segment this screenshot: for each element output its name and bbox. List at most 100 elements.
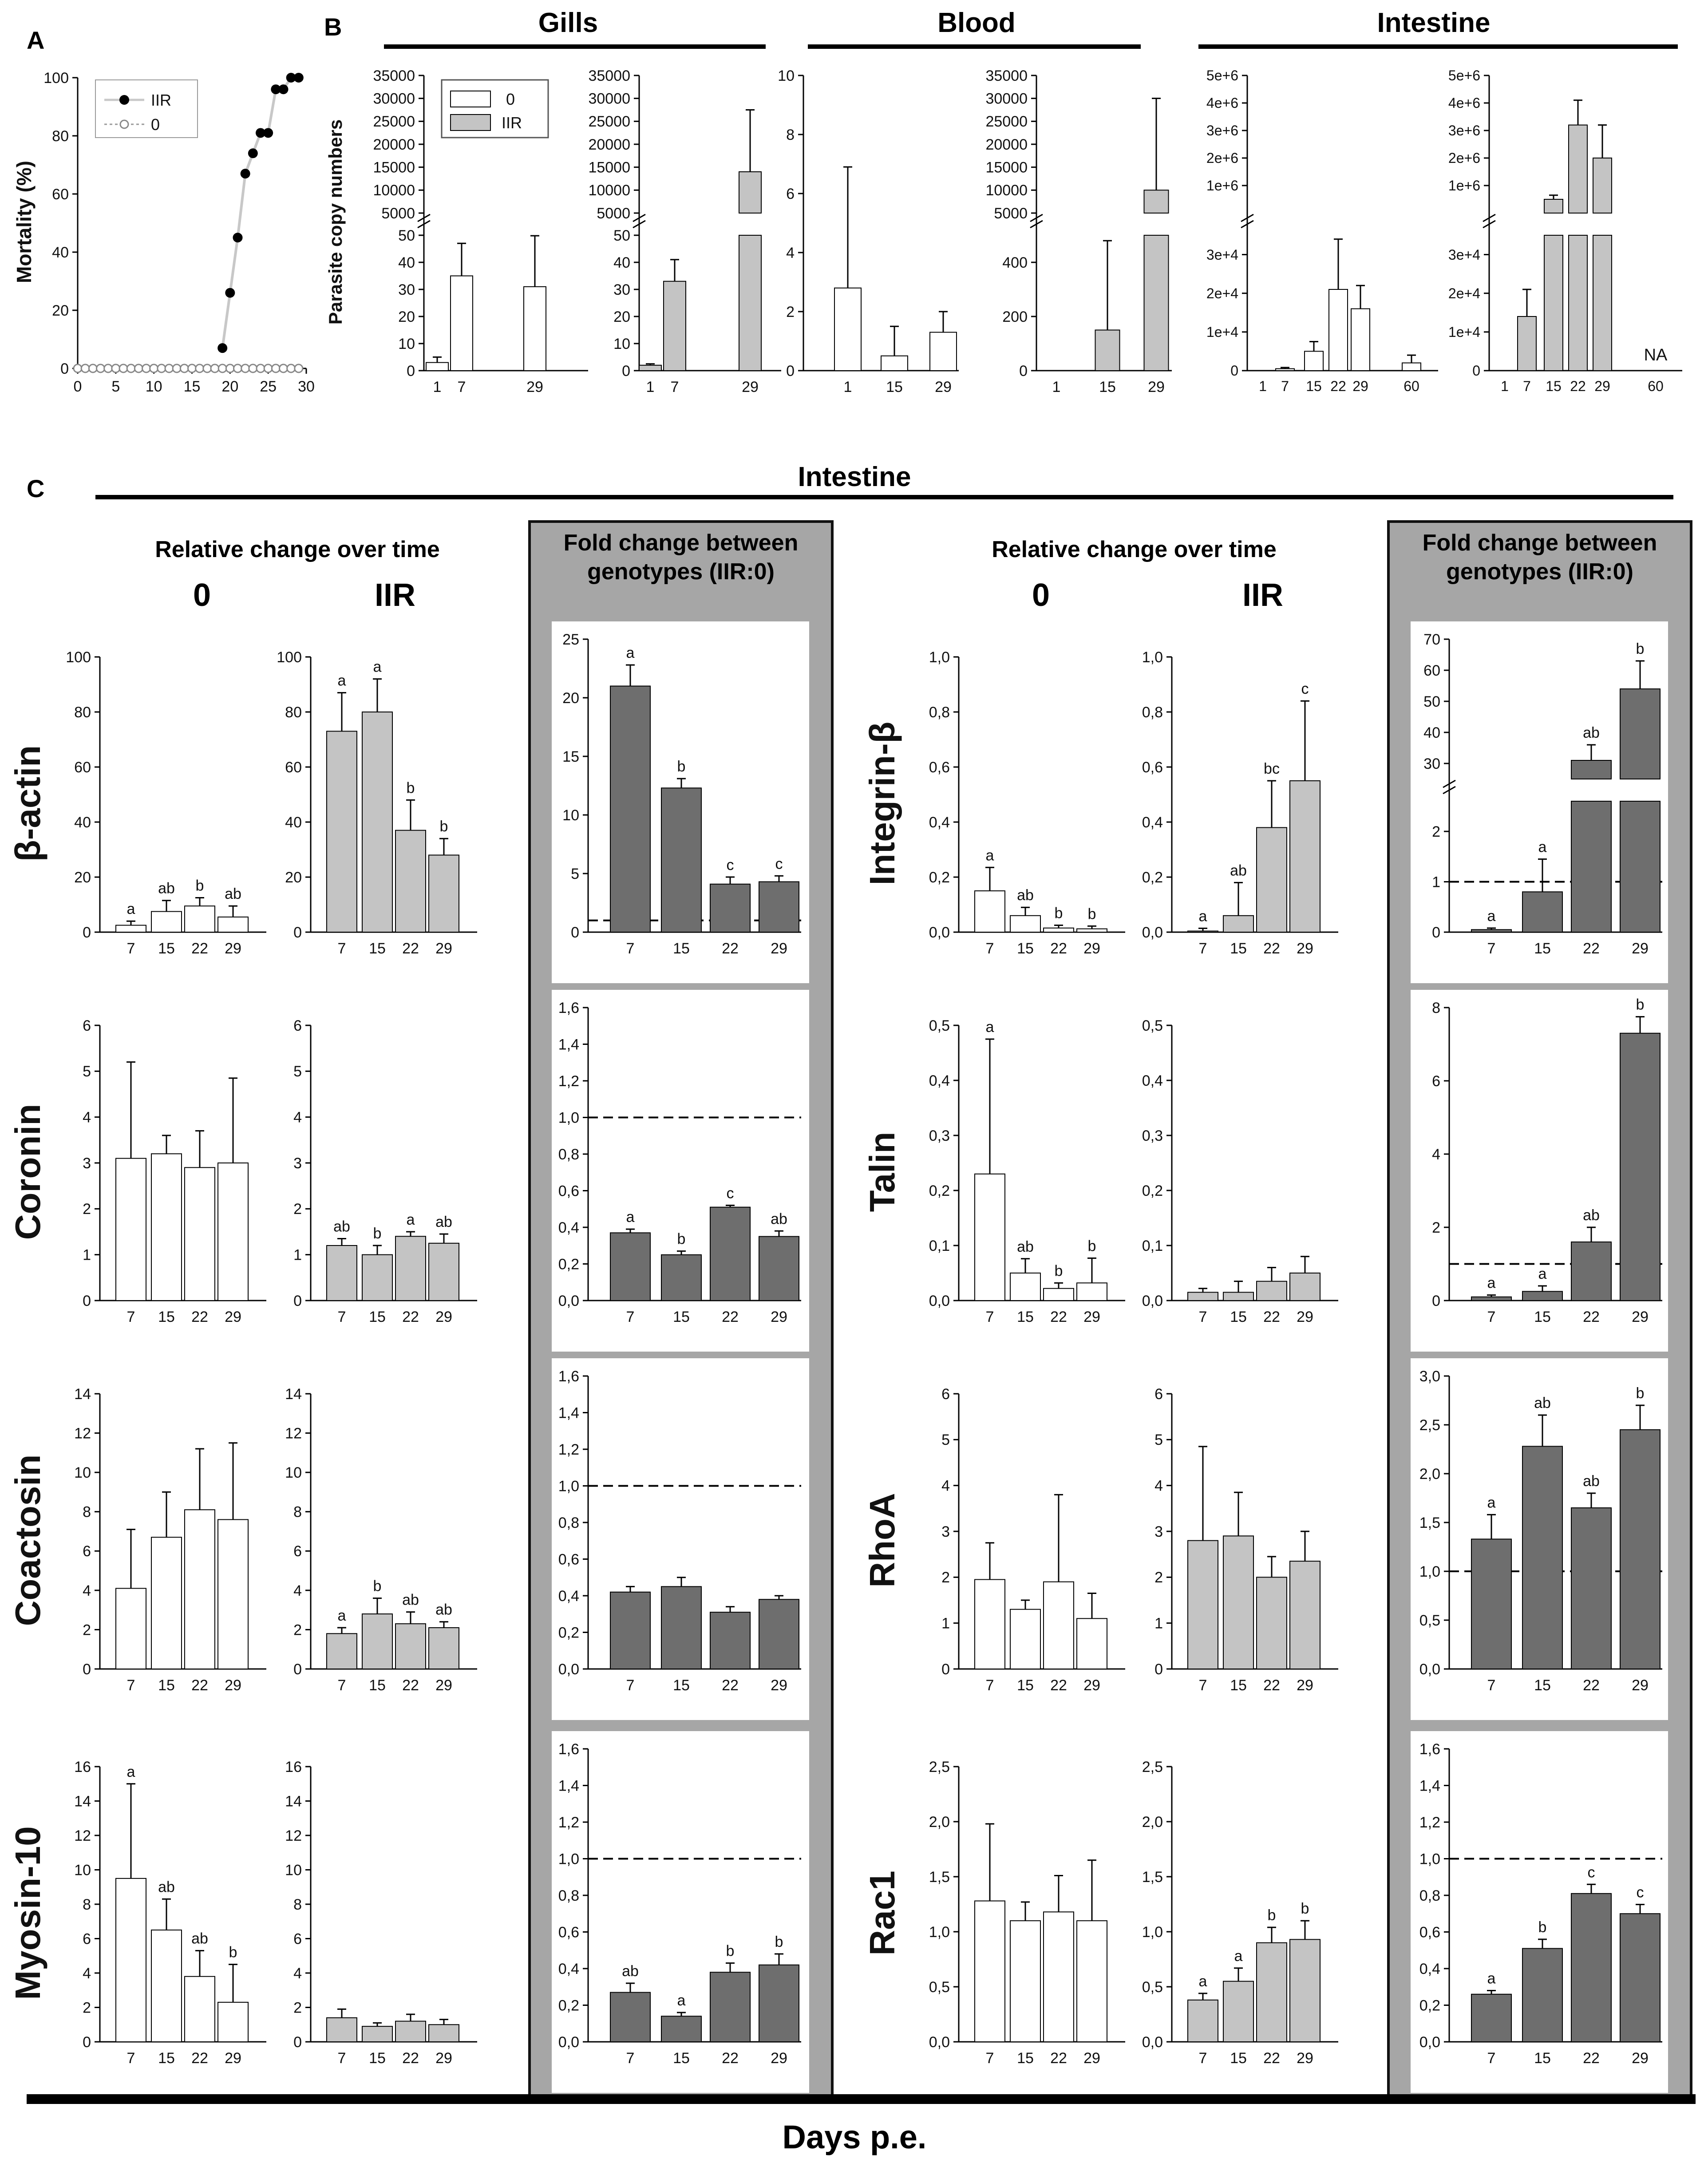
intestine-0-bar-15 (1304, 351, 1324, 372)
intestine-iir-xtick-label-1: 1 (1501, 378, 1509, 394)
rac1-fold-letter-7: a (1487, 1970, 1496, 1987)
gills-0-ytick-label: 40 (398, 254, 415, 271)
integrin_beta-rel0-letter-7: a (986, 847, 994, 864)
myosin10-reliir-xtick-label-29: 29 (435, 2050, 452, 2067)
beta_actin-fold-xtick-label-7: 7 (626, 940, 635, 957)
mortality-point-iir (217, 343, 228, 353)
mortality-point-0 (157, 364, 166, 373)
gene-label-rhoa: RhoA (862, 1493, 902, 1587)
gills-0-bar-1 (426, 362, 449, 372)
intestine-iir-ytick-label: 1e+6 (1448, 178, 1480, 194)
rhoa-reliir-ytick-label: 5 (1154, 1431, 1163, 1448)
beta_actin-rel0-xtick-label-22: 22 (191, 940, 208, 957)
coactosin-rel0-xtick-label-15: 15 (158, 1677, 175, 1694)
beta_actin-rel0-ytick-label: 100 (66, 649, 91, 666)
coronin-fold-ytick-label: 0,6 (558, 1182, 579, 1199)
coronin-reliir-xtick-label-7: 7 (338, 1309, 346, 1325)
integrin_beta-fold-letter-29: b (1636, 641, 1645, 657)
beta_actin-rel0-letter-22: b (196, 878, 204, 894)
myosin10-rel0-letter-7: a (127, 1764, 135, 1780)
rhoa-fold-xtick-label-15: 15 (1534, 1677, 1551, 1694)
myosin10-reliir-ytick-label: 2 (293, 1999, 302, 2016)
integrin_beta-fold-ytick-label: 2 (1432, 823, 1440, 840)
myosin10-fold-letter-7: ab (622, 1963, 639, 1980)
talin-fold-xtick-label-7: 7 (1487, 1309, 1496, 1325)
panel-label-c: C (27, 475, 44, 502)
blood-iir-ytick-label: 5000 (994, 205, 1028, 222)
coronin-rel0-ytick-label: 3 (83, 1155, 91, 1172)
gills-0-bar-29 (523, 286, 546, 372)
myosin10-fold-bar-7 (610, 1992, 651, 2042)
rhoa-reliir-xtick-label-29: 29 (1297, 1677, 1313, 1694)
coronin-rel0-bar-22 (184, 1167, 215, 1301)
beta_actin-reliir-bar-7 (326, 731, 357, 933)
header-relative-left: Relative change over time (155, 537, 440, 562)
intestine-0-ytick-label: 3e+4 (1206, 247, 1238, 263)
rhoa-fold-bar-15 (1522, 1446, 1563, 1669)
gills-iir-break-mark-1 (633, 220, 646, 229)
coactosin-fold-ytick-label: 1,4 (558, 1404, 579, 1421)
mortality-xtick-label: 0 (74, 378, 82, 395)
coronin-fold-ytick-label: 1,4 (558, 1036, 579, 1053)
myosin10-fold-letter-22: b (726, 1943, 735, 1960)
gene-label-talin: Talin (862, 1132, 902, 1212)
beta_actin-rel0-ytick-label: 80 (74, 704, 91, 721)
gills-0-ytick-label: 0 (407, 363, 415, 380)
talin-reliir-bar-15 (1223, 1292, 1254, 1301)
coronin-fold-ytick-label: 1,2 (558, 1073, 579, 1090)
gills-iir-ytick-label: 35000 (588, 67, 630, 84)
coactosin-rel0-bar-22 (184, 1509, 215, 1669)
blood-iir-bar-29 (1143, 190, 1169, 214)
rac1-fold-letter-15: b (1538, 1919, 1547, 1936)
myosin10-fold-bar-22 (710, 1972, 751, 2042)
gills-0-ytick-label: 10000 (373, 182, 415, 199)
intestine-iir-bar-low-segment (1544, 235, 1563, 371)
integrin_beta-rel0-ytick-label: 0,4 (929, 814, 950, 831)
rac1-reliir-xtick-label-15: 15 (1230, 2050, 1247, 2067)
gills-iir-bar-7 (663, 281, 686, 372)
mortality-point-0 (263, 364, 273, 373)
rac1-fold-ytick-label: 1,2 (1419, 1814, 1440, 1831)
talin-reliir-ytick-label: 0,4 (1142, 1072, 1163, 1089)
integrin_beta-reliir-xtick-label-7: 7 (1199, 940, 1207, 957)
gills-0-ytick-label: 5000 (381, 205, 415, 222)
myosin10-fold-xtick-label-7: 7 (626, 2050, 635, 2067)
integrin_beta-fold-xtick-label-7: 7 (1487, 940, 1496, 957)
coronin-rel0-ytick-label: 2 (83, 1201, 91, 1218)
rac1-fold-letter-29: c (1637, 1884, 1644, 1901)
intestine-iir-xtick-label-22: 22 (1570, 378, 1586, 394)
rac1-reliir-xtick-label-22: 22 (1263, 2050, 1280, 2067)
beta_actin-reliir-letter-7: a (338, 672, 346, 689)
gills-iir-xtick-label-29: 29 (742, 379, 759, 395)
mortality-point-0 (126, 364, 136, 373)
integrin_beta-rel0-letter-15: ab (1017, 887, 1034, 904)
beta_actin-reliir-ytick-label: 0 (293, 924, 302, 941)
integrin_beta-fold-bar-22 (1571, 760, 1612, 779)
mortality-point-0 (217, 364, 227, 373)
talin-rel0-letter-29: b (1088, 1238, 1096, 1255)
panel-label-b: B (324, 13, 342, 41)
myosin10-reliir-bar-22 (395, 2021, 426, 2042)
integrin_beta-fold-bar-15 (1522, 891, 1563, 933)
rac1-reliir-ytick-label: 0,5 (1142, 1979, 1163, 1996)
beta_actin-fold-letter-7: a (626, 645, 635, 661)
myosin10-rel0-ytick-label: 6 (83, 1930, 91, 1947)
blood-iir-ytick-label: 25000 (985, 113, 1028, 130)
rac1-rel0-bar-22 (1043, 1911, 1074, 2042)
myosin10-fold-letter-15: a (677, 1992, 686, 2009)
gills-0-break-mark-2 (417, 214, 431, 222)
gene-label-rac1: Rac1 (862, 1870, 902, 1955)
coronin-fold-xtick-label-7: 7 (626, 1309, 635, 1325)
rhoa-rel0-ytick-label: 2 (941, 1569, 950, 1586)
rhoa-fold-ytick-label: 0,0 (1419, 1661, 1440, 1678)
mortality-point-0 (195, 364, 205, 373)
intestine-iir-break-mark-2 (1483, 214, 1496, 222)
beta_actin-fold-letter-15: b (677, 758, 686, 775)
mortality-legend-marker-iir (119, 95, 129, 105)
integrin_beta-rel0-letter-29: b (1088, 906, 1096, 922)
beta_actin-reliir-ytick-label: 80 (285, 704, 302, 721)
talin-reliir-xtick-label-7: 7 (1199, 1309, 1207, 1325)
coronin-reliir-ytick-label: 6 (293, 1017, 302, 1034)
integrin_beta-fold-ytick-label: 30 (1423, 755, 1440, 772)
